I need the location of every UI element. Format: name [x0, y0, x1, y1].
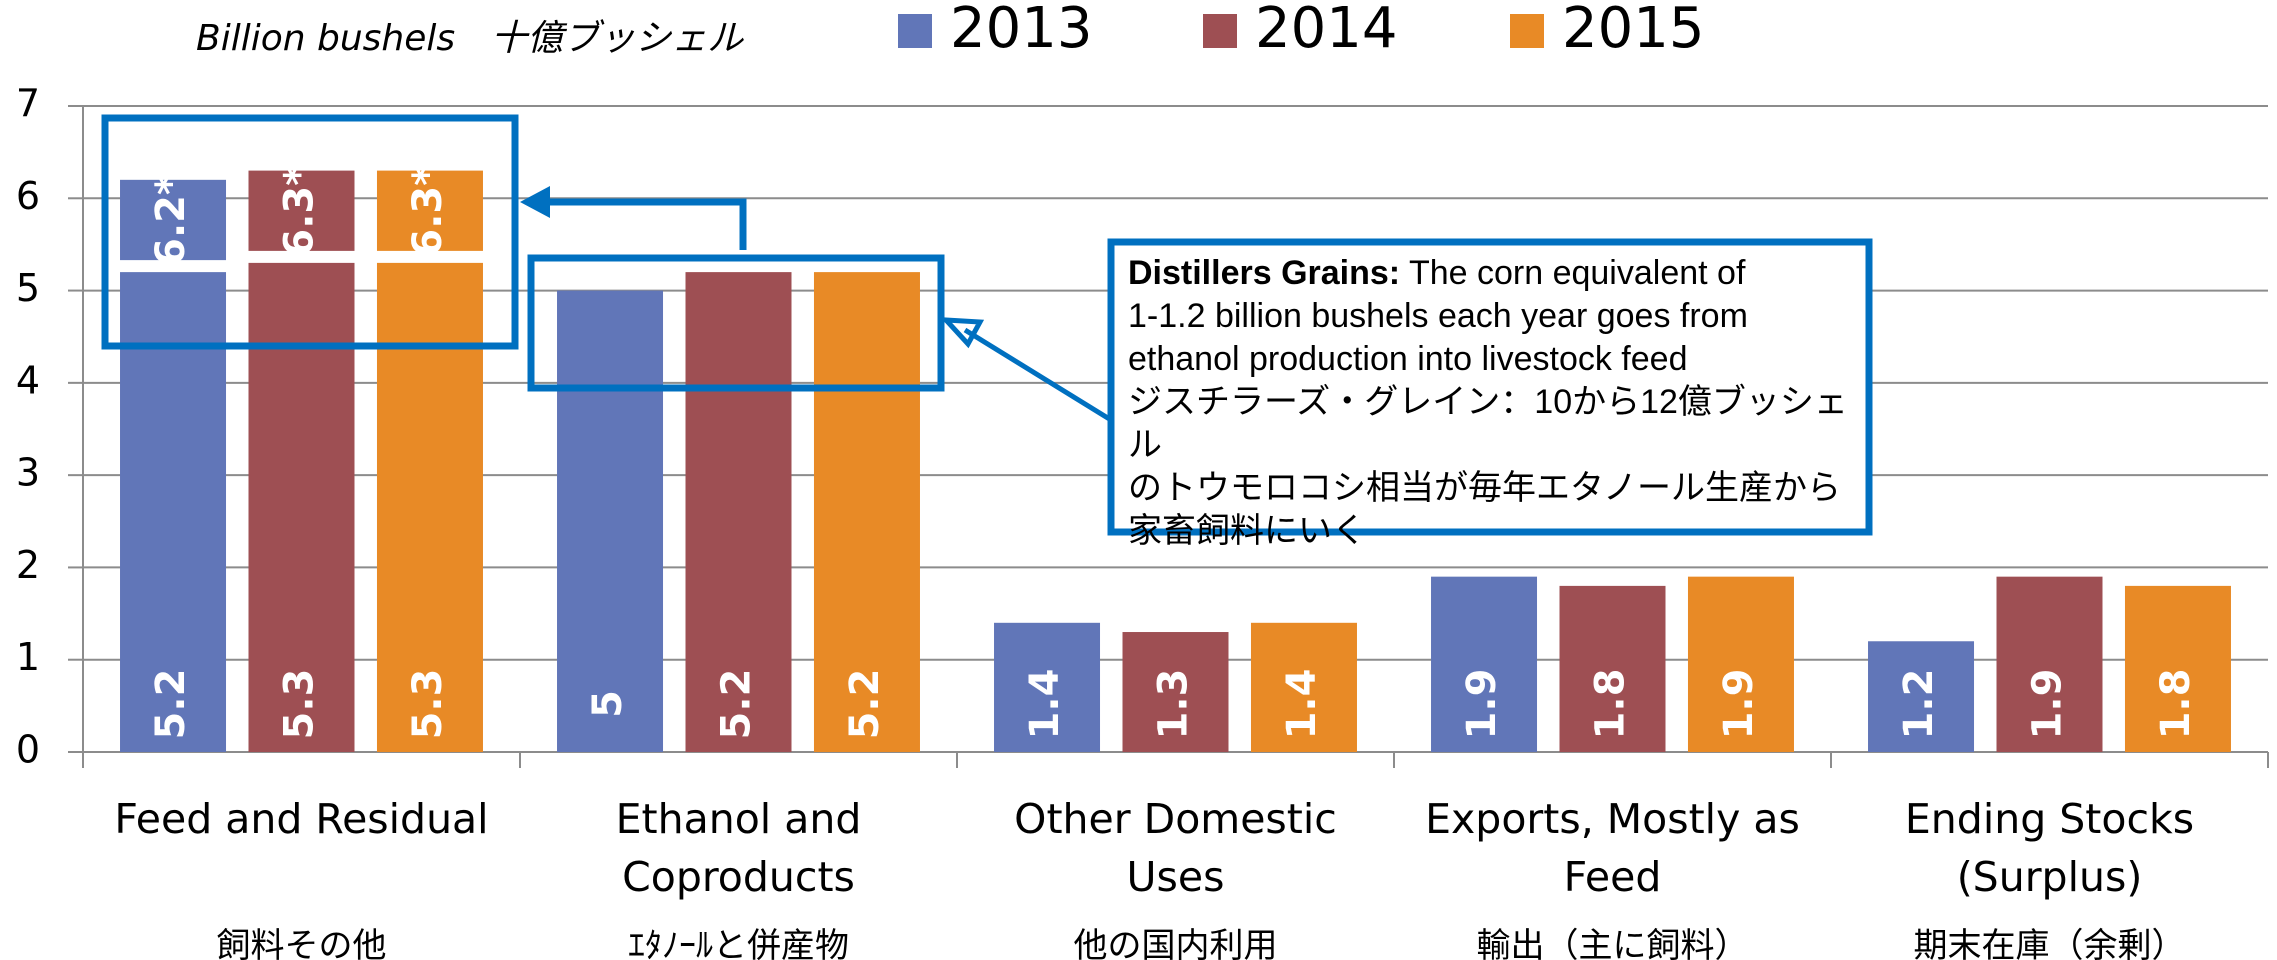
chart-title: Billion bushels 十億ブッシェル [196, 18, 744, 59]
data-label: 1.9 [1459, 669, 1505, 740]
y-tick-label: 3 [16, 451, 40, 495]
annotation-line: Distillers Grains: The corn equivalent o… [1128, 252, 1858, 295]
data-label: 6.2* [148, 174, 194, 266]
data-label: 1.4 [1022, 669, 1068, 740]
arrow-head [520, 186, 550, 218]
x-tick-label: Ethanol and Coproducts [615, 795, 862, 901]
annotation: Distillers Grains: The corn equivalent o… [1128, 252, 1858, 553]
annotation-text: The corn equivalent of [1408, 254, 1746, 292]
data-label: 6.3* [277, 165, 323, 257]
data-label: 5.2 [714, 669, 760, 740]
bar [685, 272, 792, 752]
data-label: 5.3 [277, 669, 323, 740]
annotation-heading: Distillers Grains: [1128, 254, 1401, 292]
x-tick-label: Ending Stocks (Surplus) [1904, 795, 2195, 901]
y-tick-label: 1 [16, 635, 40, 679]
annotation-text: のトウモロコシ相当が毎年エタノール生産から [1128, 469, 1841, 507]
bar [1996, 576, 2103, 752]
x-tick-label: Exports, Mostly as Feed [1425, 795, 1800, 901]
annotation-text: ethanol production into livestock feed [1128, 340, 1688, 378]
x-tick-label-ja: 期末在庫（余剰） [1913, 926, 2186, 960]
legend-swatch [1510, 14, 1544, 48]
bar [1122, 632, 1229, 752]
data-label: 1.9 [2025, 669, 2071, 740]
bar [120, 272, 227, 752]
data-label: 1.2 [1896, 669, 1942, 740]
x-tick-label-ja: 飼料その他 [216, 926, 387, 960]
y-tick-label: 2 [16, 543, 40, 587]
bar-segment [120, 179, 227, 261]
annotation-text: ジスチラーズ・グレイン：10から12億ブッシェル [1128, 383, 1848, 464]
data-label: 1.8 [2153, 669, 2199, 740]
legend-label: 2015 [1562, 0, 1705, 61]
y-tick-label: 6 [16, 174, 40, 218]
annotation-line: 家畜飼料にいく [1128, 510, 1858, 553]
x-tick-label: Feed and Residual [114, 795, 489, 843]
annotation-line: ジスチラーズ・グレイン：10から12億ブッシェル [1128, 381, 1858, 467]
y-tick-label: 5 [16, 266, 40, 310]
x-tick-label-ja: 輸出（主に飼料） [1476, 926, 1749, 960]
data-label: 1.9 [1716, 669, 1762, 740]
data-label: 1.3 [1151, 669, 1197, 740]
data-label: 5.2 [842, 669, 888, 740]
data-label: 1.8 [1588, 669, 1634, 740]
bar [1250, 622, 1357, 752]
legend-label: 2014 [1255, 0, 1398, 61]
x-tick-label-ja: 他の国内利用 [1073, 926, 1278, 960]
note-box [1107, 238, 1873, 536]
bar [557, 290, 664, 752]
bar [2124, 585, 2231, 752]
arrow [963, 327, 1113, 423]
data-label: 5.2 [148, 669, 194, 740]
annotation-line: ethanol production into livestock feed [1128, 338, 1858, 381]
data-label: 5.3 [405, 669, 451, 740]
bar-segment [248, 170, 355, 251]
legend-swatch [898, 14, 932, 48]
legend-label: 2013 [950, 0, 1093, 61]
bar [1687, 576, 1794, 752]
bar [994, 622, 1101, 752]
annotation-line: のトウモロコシ相当が毎年エタノール生産から [1128, 467, 1858, 510]
bar [1431, 576, 1538, 752]
data-label: 6.3* [405, 165, 451, 257]
annotation-text: 家畜飼料にいく [1128, 512, 1366, 550]
arrow [545, 198, 747, 250]
y-tick-label: 7 [16, 82, 40, 126]
annotation-text: 1-1.2 billion bushels each year goes fro… [1128, 297, 1748, 335]
y-tick-label: 0 [16, 728, 40, 772]
data-label: 5 [585, 690, 631, 718]
x-tick-label-ja: ｴﾀﾉｰﾙと併産物 [628, 926, 849, 960]
annotation-line: 1-1.2 billion bushels each year goes fro… [1128, 295, 1858, 338]
arrow-head [939, 317, 985, 349]
bar [1868, 641, 1975, 752]
highlight-box [527, 254, 945, 392]
bar [1559, 585, 1666, 752]
bar-segment [376, 170, 483, 251]
highlight-box [101, 114, 519, 350]
x-tick-label: Other Domestic Uses [1014, 795, 1337, 901]
data-label: 1.4 [1279, 669, 1325, 740]
y-tick-label: 4 [16, 358, 40, 402]
legend-swatch [1203, 14, 1237, 48]
bar [813, 272, 920, 752]
